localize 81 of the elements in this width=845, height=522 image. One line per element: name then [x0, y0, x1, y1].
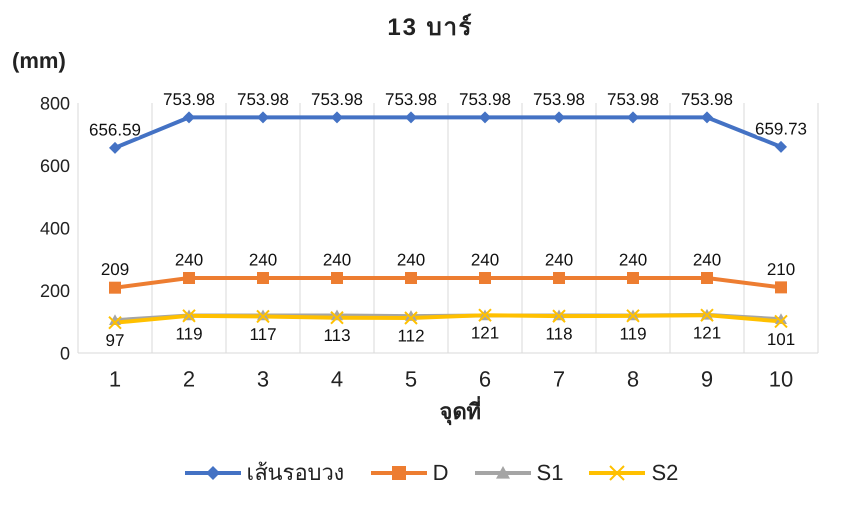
data-label: 121 — [470, 324, 500, 343]
data-label: 240 — [692, 250, 722, 270]
data-label: 240 — [322, 250, 352, 270]
point — [109, 282, 121, 294]
x-tick-label: 5 — [404, 366, 418, 392]
y-tick-label: 800 — [40, 93, 70, 114]
point — [775, 140, 787, 153]
x-tick-label: 8 — [626, 366, 640, 392]
point — [257, 272, 269, 284]
data-label: 240 — [618, 250, 648, 270]
x-axis-title: จุดที่ — [438, 395, 482, 428]
point — [627, 111, 639, 124]
data-label: 240 — [544, 250, 574, 270]
legend-label: S2 — [651, 460, 678, 486]
x-tick-label: 10 — [768, 366, 794, 392]
point — [552, 309, 566, 324]
point — [183, 111, 195, 124]
point — [404, 311, 418, 325]
point — [553, 272, 565, 284]
point — [331, 111, 343, 124]
y-tick-label: 400 — [40, 218, 70, 238]
point — [257, 111, 269, 124]
point — [405, 272, 417, 284]
data-label: 118 — [545, 324, 573, 344]
point — [479, 272, 491, 284]
data-label: 753.98 — [533, 90, 585, 109]
legend-label: D — [432, 460, 449, 486]
data-label: 240 — [396, 250, 426, 270]
data-label: 753.98 — [459, 90, 511, 109]
point — [330, 310, 344, 325]
data-label: 113 — [323, 326, 351, 346]
data-label: 753.98 — [607, 90, 659, 109]
y-tick-label: 600 — [40, 156, 70, 176]
data-label: 119 — [175, 324, 203, 344]
data-label: 112 — [397, 326, 425, 346]
y-tick-label: 0 — [60, 343, 70, 364]
point — [182, 308, 196, 323]
x-tick-label: 1 — [108, 366, 122, 392]
point — [627, 272, 639, 284]
x-tick-label: 7 — [552, 366, 566, 392]
data-label: 119 — [619, 324, 647, 344]
point — [774, 314, 788, 328]
data-label: 659.73 — [755, 119, 807, 138]
x-tick-label: 4 — [330, 366, 344, 392]
x-tick-label: 6 — [478, 366, 492, 392]
data-label: 209 — [100, 260, 130, 280]
data-label: 210 — [766, 260, 796, 279]
point — [553, 111, 565, 124]
data-label: 753.98 — [163, 90, 215, 109]
x-tick-label: 3 — [256, 366, 270, 392]
data-label: 240 — [174, 250, 204, 270]
point — [479, 111, 491, 124]
point — [108, 316, 122, 330]
legend-label: S1 — [536, 460, 564, 486]
data-label: 656.59 — [89, 120, 141, 140]
data-label: 121 — [692, 324, 722, 343]
point — [183, 272, 195, 284]
data-label: 97 — [106, 331, 124, 350]
data-label: 101 — [766, 330, 796, 349]
point — [626, 308, 640, 323]
data-label: 117 — [249, 324, 277, 344]
point — [256, 309, 270, 324]
data-label: 753.98 — [237, 90, 289, 109]
x-tick-label: 2 — [182, 366, 196, 392]
point — [405, 111, 417, 124]
point — [700, 308, 714, 322]
data-label: 753.98 — [385, 90, 437, 109]
y-tick-label: 200 — [40, 280, 70, 301]
point — [775, 281, 787, 294]
y-axis-title: (mm) — [11, 48, 67, 75]
point — [701, 111, 713, 124]
point — [701, 272, 713, 284]
data-label: 753.98 — [681, 90, 733, 109]
legend-label: เส้นรอบวง — [246, 459, 345, 487]
point — [331, 272, 343, 284]
data-label: 240 — [470, 250, 500, 270]
point — [109, 142, 121, 154]
data-label: 240 — [248, 250, 278, 270]
data-label: 753.98 — [311, 90, 363, 109]
chart-title: 13 บาร์ — [386, 12, 475, 43]
x-tick-label: 9 — [700, 366, 714, 392]
